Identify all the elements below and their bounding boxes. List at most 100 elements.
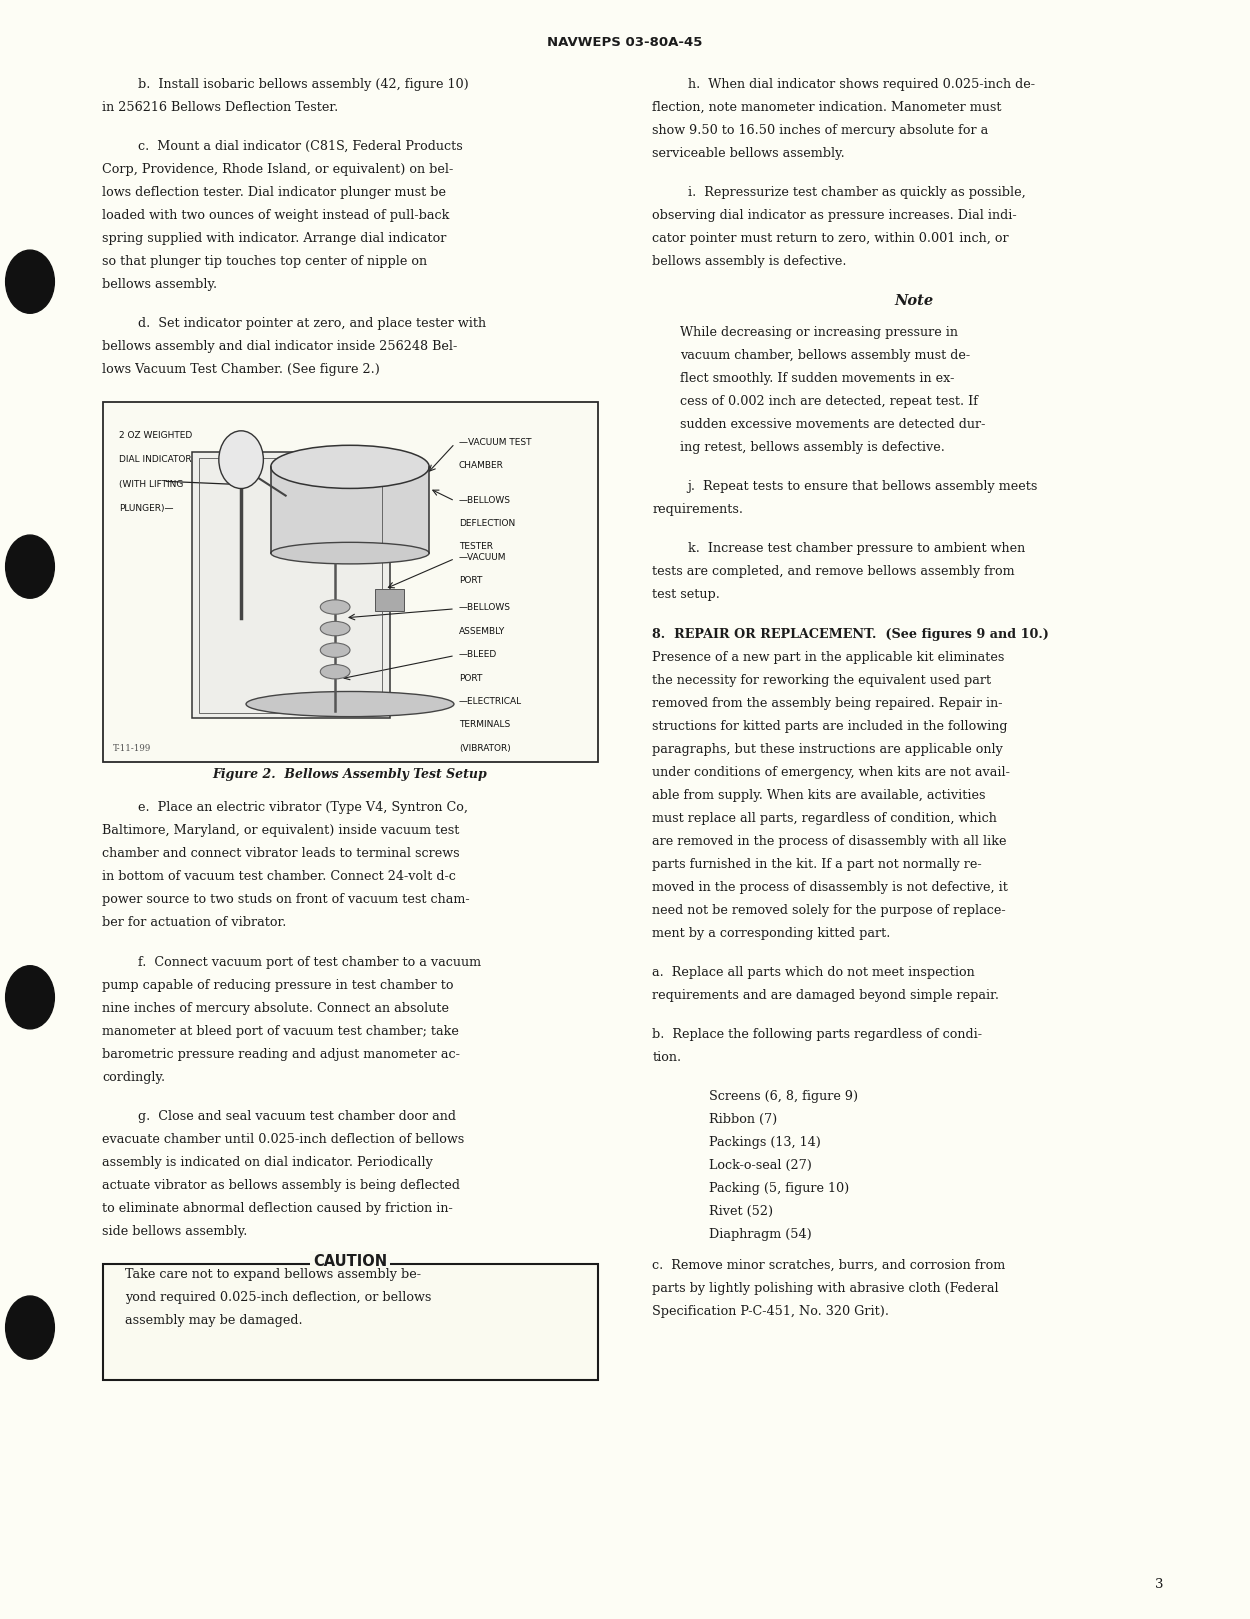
Bar — [375, 589, 405, 610]
Text: g.  Close and seal vacuum test chamber door and: g. Close and seal vacuum test chamber do… — [138, 1109, 455, 1122]
Text: T-11-199: T-11-199 — [112, 743, 151, 753]
Text: requirements.: requirements. — [652, 504, 744, 516]
Text: yond required 0.025-inch deflection, or bellows: yond required 0.025-inch deflection, or … — [125, 1292, 431, 1305]
Text: ASSEMBLY: ASSEMBLY — [459, 627, 505, 636]
Text: DEFLECTION: DEFLECTION — [459, 520, 515, 528]
Text: DIAL INDICATOR: DIAL INDICATOR — [119, 455, 191, 465]
Text: flection, note manometer indication. Manometer must: flection, note manometer indication. Man… — [652, 100, 1002, 113]
Text: lows deflection tester. Dial indicator plunger must be: lows deflection tester. Dial indicator p… — [102, 186, 446, 199]
Text: ber for actuation of vibrator.: ber for actuation of vibrator. — [102, 916, 288, 929]
Text: assembly may be damaged.: assembly may be damaged. — [125, 1315, 302, 1328]
Text: —VACUUM: —VACUUM — [459, 554, 506, 562]
Text: PORT: PORT — [459, 674, 482, 683]
Text: —BELLOWS: —BELLOWS — [459, 604, 511, 612]
Text: manometer at bleed port of vacuum test chamber; take: manometer at bleed port of vacuum test c… — [102, 1025, 460, 1038]
Bar — [271, 466, 429, 554]
Text: requirements and are damaged beyond simple repair.: requirements and are damaged beyond simp… — [652, 989, 1000, 1002]
Text: NAVWEPS 03-80A-45: NAVWEPS 03-80A-45 — [548, 36, 702, 50]
Text: test setup.: test setup. — [652, 588, 720, 602]
Text: evacuate chamber until 0.025-inch deflection of bellows: evacuate chamber until 0.025-inch deflec… — [102, 1133, 465, 1146]
Text: paragraphs, but these instructions are applicable only: paragraphs, but these instructions are a… — [652, 743, 1004, 756]
Text: nine inches of mercury absolute. Connect an absolute: nine inches of mercury absolute. Connect… — [102, 1002, 450, 1015]
Text: —BLEED: —BLEED — [459, 651, 498, 659]
Text: cess of 0.002 inch are detected, repeat test. If: cess of 0.002 inch are detected, repeat … — [680, 395, 978, 408]
Text: moved in the process of disassembly is not defective, it: moved in the process of disassembly is n… — [652, 881, 1009, 894]
Text: in bottom of vacuum test chamber. Connect 24-volt d-c: in bottom of vacuum test chamber. Connec… — [102, 871, 456, 884]
Text: PORT: PORT — [459, 576, 482, 586]
Text: Note: Note — [894, 295, 934, 308]
Text: Rivet (52): Rivet (52) — [709, 1205, 772, 1217]
Ellipse shape — [271, 542, 429, 563]
Text: (VIBRATOR): (VIBRATOR) — [459, 743, 511, 753]
Text: removed from the assembly being repaired. Repair in-: removed from the assembly being repaired… — [652, 696, 1002, 709]
Text: bellows assembly.: bellows assembly. — [102, 278, 218, 291]
Text: TESTER: TESTER — [459, 542, 492, 552]
Bar — [102, 402, 598, 761]
Text: f.  Connect vacuum port of test chamber to a vacuum: f. Connect vacuum port of test chamber t… — [138, 955, 480, 968]
Text: tion.: tion. — [652, 1051, 681, 1064]
Text: serviceable bellows assembly.: serviceable bellows assembly. — [652, 147, 845, 160]
Bar — [191, 452, 390, 719]
Text: parts furnished in the kit. If a part not normally re-: parts furnished in the kit. If a part no… — [652, 858, 982, 871]
Text: lows Vacuum Test Chamber. (See figure 2.): lows Vacuum Test Chamber. (See figure 2.… — [102, 363, 380, 376]
Text: the necessity for reworking the equivalent used part: the necessity for reworking the equivale… — [652, 674, 991, 686]
Text: loaded with two ounces of weight instead of pull-back: loaded with two ounces of weight instead… — [102, 209, 450, 222]
Text: TERMINALS: TERMINALS — [459, 720, 510, 729]
Text: (WITH LIFTING: (WITH LIFTING — [119, 479, 184, 489]
Text: ment by a corresponding kitted part.: ment by a corresponding kitted part. — [652, 926, 891, 939]
Text: While decreasing or increasing pressure in: While decreasing or increasing pressure … — [680, 325, 958, 340]
Text: barometric pressure reading and adjust manometer ac-: barometric pressure reading and adjust m… — [102, 1047, 460, 1060]
Text: chamber and connect vibrator leads to terminal screws: chamber and connect vibrator leads to te… — [102, 847, 460, 860]
Text: Screens (6, 8, figure 9): Screens (6, 8, figure 9) — [709, 1090, 858, 1103]
Circle shape — [6, 249, 55, 314]
Text: Baltimore, Maryland, or equivalent) inside vacuum test: Baltimore, Maryland, or equivalent) insi… — [102, 824, 460, 837]
Text: ing retest, bellows assembly is defective.: ing retest, bellows assembly is defectiv… — [680, 440, 945, 455]
Text: power source to two studs on front of vacuum test cham-: power source to two studs on front of va… — [102, 894, 470, 907]
Text: c.  Mount a dial indicator (C81S, Federal Products: c. Mount a dial indicator (C81S, Federal… — [138, 139, 462, 152]
Text: 8.  REPAIR OR REPLACEMENT.  (See figures 9 and 10.): 8. REPAIR OR REPLACEMENT. (See figures 9… — [652, 628, 1050, 641]
Text: 3: 3 — [1155, 1577, 1162, 1591]
Text: structions for kitted parts are included in the following: structions for kitted parts are included… — [652, 719, 1008, 733]
Text: b.  Install isobaric bellows assembly (42, figure 10): b. Install isobaric bellows assembly (42… — [138, 78, 469, 91]
Text: Diaphragm (54): Diaphragm (54) — [709, 1227, 811, 1242]
Text: able from supply. When kits are available, activities: able from supply. When kits are availabl… — [652, 788, 986, 801]
Text: 2 OZ WEIGHTED: 2 OZ WEIGHTED — [119, 431, 192, 440]
Text: sudden excessive movements are detected dur-: sudden excessive movements are detected … — [680, 418, 985, 431]
Text: b.  Replace the following parts regardless of condi-: b. Replace the following parts regardles… — [652, 1028, 982, 1041]
Bar — [199, 458, 382, 712]
Text: so that plunger tip touches top center of nipple on: so that plunger tip touches top center o… — [102, 254, 428, 267]
Ellipse shape — [320, 643, 350, 657]
Text: cordingly.: cordingly. — [102, 1070, 165, 1083]
Text: Take care not to expand bellows assembly be-: Take care not to expand bellows assembly… — [125, 1268, 421, 1281]
Text: i.  Repressurize test chamber as quickly as possible,: i. Repressurize test chamber as quickly … — [688, 186, 1025, 199]
Circle shape — [6, 534, 55, 599]
Text: must replace all parts, regardless of condition, which: must replace all parts, regardless of co… — [652, 811, 998, 824]
Text: side bellows assembly.: side bellows assembly. — [102, 1224, 248, 1237]
Text: —VACUUM TEST: —VACUUM TEST — [459, 439, 531, 447]
Ellipse shape — [246, 691, 454, 717]
Text: Ribbon (7): Ribbon (7) — [709, 1112, 778, 1127]
Text: observing dial indicator as pressure increases. Dial indi-: observing dial indicator as pressure inc… — [652, 209, 1017, 222]
Text: d.  Set indicator pointer at zero, and place tester with: d. Set indicator pointer at zero, and pl… — [138, 317, 485, 330]
Text: CAUTION: CAUTION — [312, 1255, 388, 1269]
Text: pump capable of reducing pressure in test chamber to: pump capable of reducing pressure in tes… — [102, 978, 454, 991]
Text: under conditions of emergency, when kits are not avail-: under conditions of emergency, when kits… — [652, 766, 1010, 779]
Text: Lock-o-seal (27): Lock-o-seal (27) — [709, 1159, 811, 1172]
Text: assembly is indicated on dial indicator. Periodically: assembly is indicated on dial indicator.… — [102, 1156, 434, 1169]
Text: Corp, Providence, Rhode Island, or equivalent) on bel-: Corp, Providence, Rhode Island, or equiv… — [102, 164, 454, 176]
Text: j.  Repeat tests to ensure that bellows assembly meets: j. Repeat tests to ensure that bellows a… — [688, 481, 1038, 494]
Text: flect smoothly. If sudden movements in ex-: flect smoothly. If sudden movements in e… — [680, 372, 955, 385]
Text: e.  Place an electric vibrator (Type V4, Syntron Co,: e. Place an electric vibrator (Type V4, … — [138, 801, 468, 814]
Text: parts by lightly polishing with abrasive cloth (Federal: parts by lightly polishing with abrasive… — [652, 1282, 999, 1295]
Text: —BELLOWS: —BELLOWS — [459, 495, 511, 505]
Text: Packings (13, 14): Packings (13, 14) — [709, 1137, 821, 1149]
Text: h.  When dial indicator shows required 0.025-inch de-: h. When dial indicator shows required 0.… — [688, 78, 1035, 91]
Ellipse shape — [271, 445, 429, 489]
Text: need not be removed solely for the purpose of replace-: need not be removed solely for the purpo… — [652, 903, 1006, 916]
Circle shape — [6, 1295, 55, 1360]
Text: c.  Remove minor scratches, burrs, and corrosion from: c. Remove minor scratches, burrs, and co… — [652, 1260, 1006, 1273]
Text: tests are completed, and remove bellows assembly from: tests are completed, and remove bellows … — [652, 565, 1015, 578]
Ellipse shape — [320, 599, 350, 614]
Text: cator pointer must return to zero, within 0.001 inch, or: cator pointer must return to zero, withi… — [652, 232, 1009, 244]
Text: Presence of a new part in the applicable kit eliminates: Presence of a new part in the applicable… — [652, 651, 1005, 664]
